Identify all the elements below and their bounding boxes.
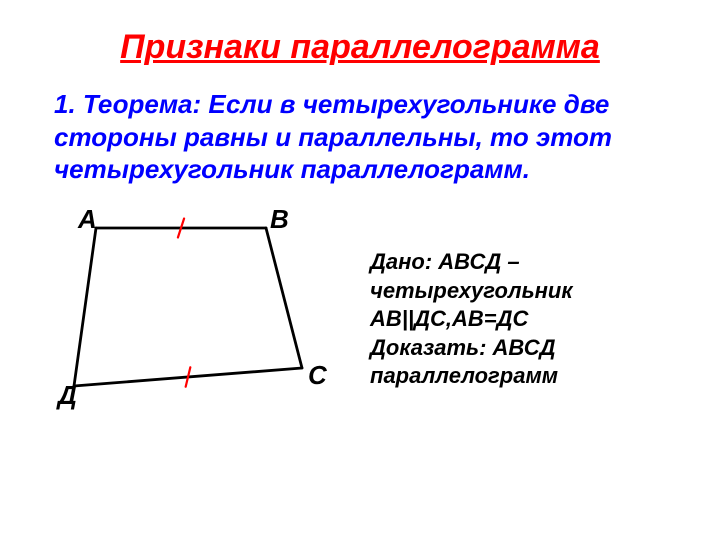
diagram-svg	[60, 210, 360, 430]
given-line: четырехугольник	[370, 277, 720, 306]
parallelogram-diagram: А В С Д	[60, 210, 360, 430]
theorem-text: Теорема: Если в четырехугольнике две сто…	[54, 89, 612, 184]
page-title: Признаки параллелограмма	[0, 28, 720, 67]
vertex-label-A: А	[78, 204, 97, 235]
theorem-number: 1.	[54, 89, 76, 119]
given-line: Дано: АВСД –	[370, 248, 720, 277]
theorem-block: 1. Теорема: Если в четырехугольнике две …	[54, 88, 684, 186]
vertex-label-D: Д	[58, 380, 77, 411]
given-line: Доказать: АВСД параллелограмм	[370, 334, 720, 391]
vertex-label-B: В	[270, 204, 289, 235]
vertex-label-C: С	[308, 360, 327, 391]
slide: Признаки параллелограмма 1. Теорема: Есл…	[0, 0, 720, 540]
title-text: Признаки параллелограмма	[120, 28, 600, 66]
given-block: Дано: АВСД –четырехугольникАВ||ДС,АВ=ДСД…	[370, 248, 720, 391]
given-line: АВ||ДС,АВ=ДС	[370, 305, 720, 334]
